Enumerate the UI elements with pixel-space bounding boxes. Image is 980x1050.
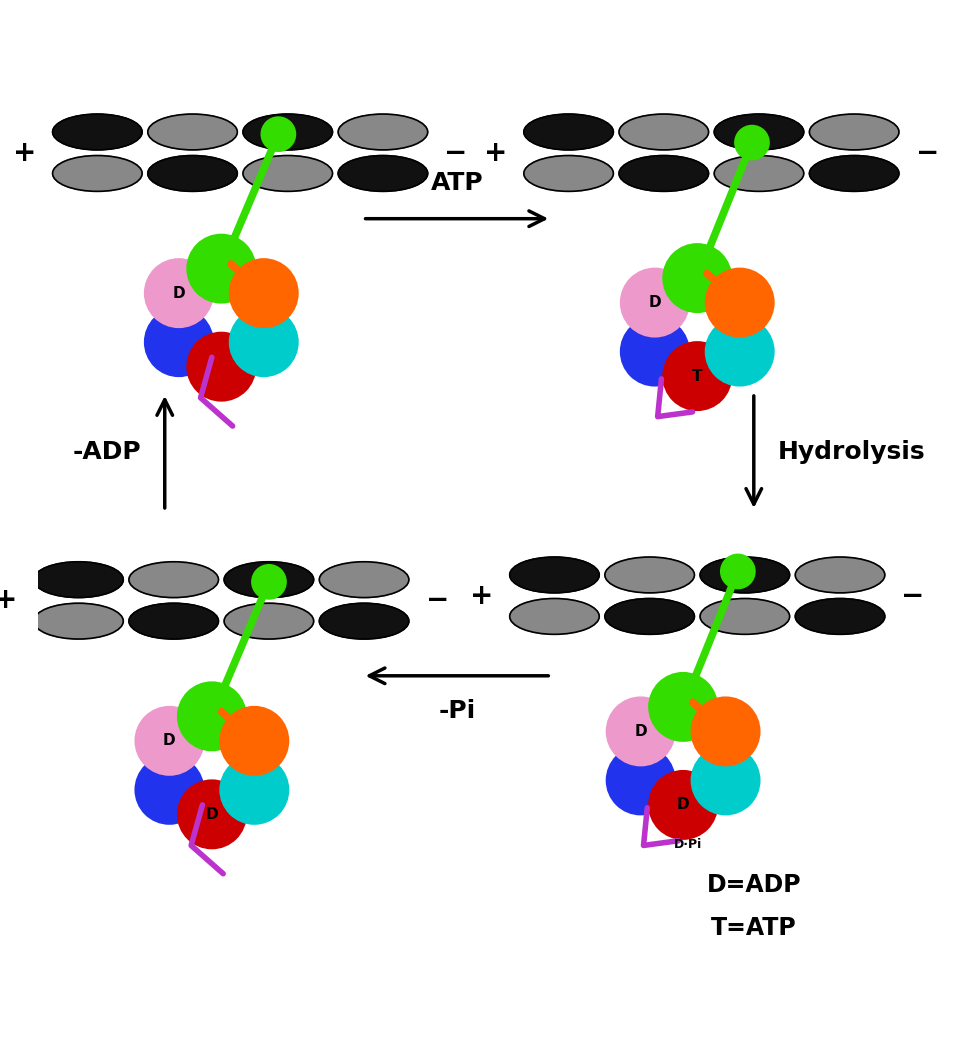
Ellipse shape <box>619 114 709 150</box>
Ellipse shape <box>33 562 123 597</box>
Ellipse shape <box>510 598 599 634</box>
Ellipse shape <box>700 598 790 634</box>
Text: ATP: ATP <box>430 171 483 195</box>
Circle shape <box>145 259 213 328</box>
Text: +: + <box>13 139 36 167</box>
Text: D: D <box>649 295 662 310</box>
Text: +: + <box>469 582 493 610</box>
Text: D: D <box>206 806 219 822</box>
Circle shape <box>721 554 755 588</box>
Circle shape <box>187 235 255 302</box>
Circle shape <box>735 126 769 160</box>
Text: −: − <box>425 586 449 614</box>
Ellipse shape <box>53 114 142 150</box>
Text: +: + <box>0 586 18 614</box>
Ellipse shape <box>338 155 427 191</box>
Circle shape <box>706 269 773 336</box>
Ellipse shape <box>224 604 314 639</box>
Circle shape <box>692 697 760 765</box>
Circle shape <box>692 747 760 815</box>
Text: D·Pi: D·Pi <box>673 838 702 851</box>
Text: −: − <box>902 582 925 610</box>
Ellipse shape <box>53 155 142 191</box>
Ellipse shape <box>148 155 237 191</box>
Ellipse shape <box>33 604 123 639</box>
Ellipse shape <box>224 562 314 597</box>
Circle shape <box>607 747 674 815</box>
Ellipse shape <box>319 562 409 597</box>
Text: Hydrolysis: Hydrolysis <box>777 440 925 464</box>
Circle shape <box>229 259 298 328</box>
Circle shape <box>135 756 204 824</box>
Ellipse shape <box>338 114 427 150</box>
Ellipse shape <box>809 155 899 191</box>
Ellipse shape <box>129 604 219 639</box>
Ellipse shape <box>148 114 237 150</box>
Text: D: D <box>677 797 689 813</box>
Circle shape <box>663 342 731 410</box>
Text: -ADP: -ADP <box>73 440 141 464</box>
Circle shape <box>252 565 286 598</box>
Circle shape <box>607 697 674 765</box>
Ellipse shape <box>619 155 709 191</box>
Text: D: D <box>172 286 185 300</box>
Text: -Pi: -Pi <box>438 699 475 723</box>
Ellipse shape <box>524 155 613 191</box>
Ellipse shape <box>243 155 332 191</box>
Circle shape <box>178 780 246 848</box>
Ellipse shape <box>129 562 219 597</box>
Circle shape <box>220 756 288 824</box>
Circle shape <box>621 269 689 336</box>
Text: D=ADP
T=ATP: D=ADP T=ATP <box>707 874 801 940</box>
Ellipse shape <box>510 558 599 593</box>
Text: T: T <box>692 369 703 383</box>
Ellipse shape <box>524 114 613 150</box>
Circle shape <box>649 673 717 741</box>
Text: −: − <box>444 139 467 167</box>
Ellipse shape <box>605 598 695 634</box>
Circle shape <box>663 245 731 312</box>
Circle shape <box>262 118 295 151</box>
Text: −: − <box>915 139 939 167</box>
Ellipse shape <box>714 114 804 150</box>
Ellipse shape <box>796 558 885 593</box>
Circle shape <box>187 333 255 401</box>
Ellipse shape <box>605 558 695 593</box>
Text: D: D <box>163 733 175 749</box>
Circle shape <box>649 771 717 839</box>
Circle shape <box>706 318 773 385</box>
Ellipse shape <box>700 558 790 593</box>
Ellipse shape <box>796 598 885 634</box>
Ellipse shape <box>809 114 899 150</box>
Ellipse shape <box>319 604 409 639</box>
Text: D: D <box>634 723 647 739</box>
Ellipse shape <box>714 155 804 191</box>
Circle shape <box>220 707 288 775</box>
Circle shape <box>229 309 298 376</box>
Text: +: + <box>484 139 508 167</box>
Circle shape <box>621 318 689 385</box>
Ellipse shape <box>243 114 332 150</box>
Circle shape <box>135 707 204 775</box>
Circle shape <box>145 309 213 376</box>
Circle shape <box>178 682 246 751</box>
